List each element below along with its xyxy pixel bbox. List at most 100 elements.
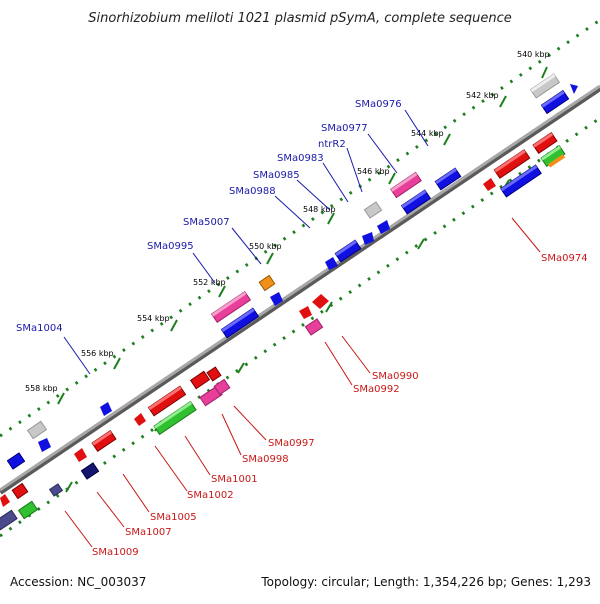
topology-summary-text: Topology: circular; Length: 1,354,226 bp…	[260, 575, 591, 589]
leader-line	[192, 252, 216, 284]
tick-label-556: 556 kbp	[81, 349, 114, 358]
gene-arrow-red	[74, 448, 87, 462]
reverse-leader-lines	[64, 217, 541, 548]
tick-label-546: 546 kbp	[357, 167, 390, 176]
gene-arrow-blue	[362, 232, 374, 245]
tick-mark	[443, 133, 451, 146]
gene-label-sma0990: SMa0990	[372, 371, 419, 382]
gene-arrow-red	[483, 178, 496, 191]
leader-line	[122, 473, 150, 513]
gene-block-pink	[210, 290, 252, 324]
gene-label-sma0977: SMa0977	[321, 123, 368, 134]
gene-block-blue	[220, 307, 260, 339]
gene-block-red	[532, 132, 558, 154]
gene-label-sma0983: SMa0983	[277, 153, 324, 164]
tick-label-558: 558 kbp	[25, 384, 58, 393]
forward-leader-lines	[63, 109, 429, 375]
gene-label-sma1007: SMa1007	[125, 527, 172, 538]
gene-block-slate	[0, 509, 18, 531]
gene-block-pink	[304, 318, 324, 336]
gene-label-sma1001: SMa1001	[211, 474, 258, 485]
gene-block-red	[493, 149, 531, 179]
gene-arrow-red	[312, 294, 329, 309]
tick-mark	[218, 285, 226, 298]
gene-block-blue	[400, 189, 432, 215]
leader-line	[221, 413, 242, 456]
gene-label-sma5007: SMa5007	[183, 217, 230, 228]
tick-label-550: 550 kbp	[249, 242, 282, 251]
forward-gene-labels: SMa0976 SMa0977 ntrR2 SMa0983 SMa0985 SM…	[16, 99, 402, 334]
gene-block-blue	[540, 89, 570, 115]
tick-mark	[65, 481, 73, 493]
gene-arrow-blue	[570, 84, 578, 94]
gene-block-slate	[48, 483, 64, 497]
leader-line	[404, 109, 429, 147]
gene-label-sma0998: SMa0998	[242, 454, 289, 465]
gene-block-orange	[547, 154, 566, 168]
gene-block-red	[147, 385, 187, 417]
gene-block-red	[91, 430, 117, 452]
tick-mark	[499, 95, 507, 108]
gene-arrow-red	[299, 306, 312, 319]
gene-label-sma0985: SMa0985	[253, 170, 300, 181]
gene-block-red	[11, 482, 29, 500]
gene-label-sma0997: SMa0997	[268, 438, 315, 449]
gene-arrow-red	[134, 413, 146, 426]
gene-arrow-blue	[100, 402, 112, 416]
tick-label-544: 544 kbp	[411, 129, 444, 138]
gene-label-sma0995: SMa0995	[147, 241, 194, 252]
gene-block-grey	[26, 420, 48, 440]
tick-label-542: 542 kbp	[466, 91, 499, 100]
gene-label-sma1004: SMa1004	[16, 323, 63, 334]
gene-label-sma0976: SMa0976	[355, 99, 402, 110]
leader-line	[341, 335, 371, 374]
gene-block-navy	[80, 462, 100, 480]
forward-strand-genes	[6, 73, 578, 470]
gene-block-red	[189, 370, 211, 390]
reverse-gene-labels: SMa0974 SMa0990 SMa0992 SMa0997 SMa0998 …	[92, 253, 588, 558]
gene-label-sma0988: SMa0988	[229, 186, 276, 197]
gene-block-blue	[6, 452, 26, 470]
leader-line	[64, 510, 93, 548]
leader-line	[346, 147, 363, 193]
gene-block-grey	[363, 201, 383, 219]
tick-mark	[266, 252, 274, 265]
tick-label-552: 552 kbp	[193, 278, 226, 287]
gene-block-red	[206, 366, 222, 382]
gene-block-blue	[500, 164, 542, 198]
gene-arrow-red	[0, 494, 10, 507]
gene-label-sma0992: SMa0992	[353, 384, 400, 395]
leader-line	[367, 133, 398, 174]
gene-block-green	[17, 500, 39, 520]
kbp-tick-labels: 540 kbp 542 kbp 544 kbp 546 kbp 548 kbp …	[25, 50, 550, 393]
gene-label-sma1002: SMa1002	[187, 490, 234, 501]
gene-arrow-blue	[38, 438, 51, 452]
accession-text: Accession: NC_003037	[10, 575, 146, 589]
leader-line	[184, 435, 211, 476]
tick-mark	[237, 362, 245, 374]
kbp-tick-marks	[57, 66, 548, 493]
tick-label-540: 540 kbp	[517, 50, 550, 59]
map-title: Sinorhizobium meliloti 1021 plasmid pSym…	[88, 11, 511, 26]
tick-mark	[541, 66, 548, 79]
leader-line	[324, 341, 353, 386]
leader-line	[96, 491, 125, 528]
gene-arrow-blue	[377, 220, 390, 234]
leader-line	[274, 195, 311, 229]
gene-block-green	[153, 400, 197, 436]
tick-mark	[327, 212, 335, 225]
leader-line	[233, 405, 267, 441]
gene-block-blue	[434, 167, 462, 191]
gene-label-sma1005: SMa1005	[150, 512, 197, 523]
tick-mark	[417, 238, 425, 250]
gene-label-sma1009: SMa1009	[92, 547, 139, 558]
tick-mark	[57, 392, 65, 405]
gene-block-orange	[258, 274, 276, 292]
gene-block-pink	[390, 171, 422, 199]
tick-mark	[170, 319, 178, 332]
leader-line	[63, 336, 91, 375]
gene-arrow-blue	[325, 257, 338, 270]
gene-block-pink	[213, 378, 231, 396]
